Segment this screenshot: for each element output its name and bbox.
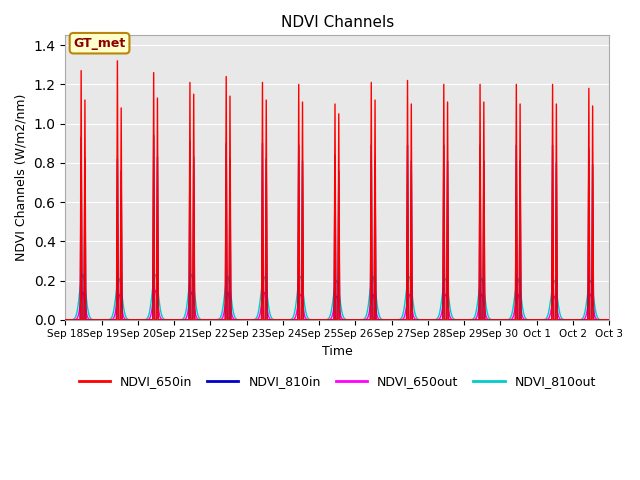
NDVI_810in <box>516 238 524 243</box>
NDVI_650out <box>61 317 69 323</box>
NDVI_650in <box>490 317 498 323</box>
NDVI_810in <box>449 317 456 323</box>
NDVI_810out <box>79 272 86 277</box>
NDVI_650in <box>161 317 169 323</box>
NDVI_650out <box>449 317 456 323</box>
NDVI_810out <box>161 317 169 323</box>
NDVI_650out <box>151 288 159 293</box>
NDVI_650out <box>161 317 169 323</box>
Line: NDVI_650in: NDVI_650in <box>65 61 640 320</box>
NDVI_650in <box>436 317 444 323</box>
NDVI_810in <box>436 317 444 323</box>
NDVI_650out <box>490 317 498 323</box>
NDVI_810in <box>490 317 498 323</box>
NDVI_810out <box>507 313 515 319</box>
NDVI_650in <box>61 317 69 323</box>
NDVI_650in <box>516 209 524 215</box>
NDVI_810in <box>507 317 515 323</box>
NDVI_650in <box>113 58 121 64</box>
Y-axis label: NDVI Channels (W/m2/nm): NDVI Channels (W/m2/nm) <box>15 94 28 261</box>
NDVI_810out <box>449 314 456 320</box>
Title: NDVI Channels: NDVI Channels <box>280 15 394 30</box>
NDVI_650out <box>436 314 444 320</box>
X-axis label: Time: Time <box>322 345 353 358</box>
Text: GT_met: GT_met <box>74 36 125 50</box>
NDVI_810in <box>161 317 169 323</box>
NDVI_810in <box>150 132 157 138</box>
NDVI_810out <box>490 317 498 323</box>
NDVI_650in <box>507 317 515 323</box>
Line: NDVI_810out: NDVI_810out <box>65 275 640 320</box>
NDVI_650out <box>516 299 524 304</box>
NDVI_650out <box>507 317 515 323</box>
NDVI_810in <box>61 317 69 323</box>
Line: NDVI_810in: NDVI_810in <box>65 135 640 320</box>
NDVI_810out <box>516 282 524 288</box>
Line: NDVI_650out: NDVI_650out <box>65 290 640 320</box>
NDVI_650in <box>449 317 456 323</box>
NDVI_810out <box>61 317 69 323</box>
NDVI_810out <box>436 304 444 310</box>
Legend: NDVI_650in, NDVI_810in, NDVI_650out, NDVI_810out: NDVI_650in, NDVI_810in, NDVI_650out, NDV… <box>74 370 601 393</box>
